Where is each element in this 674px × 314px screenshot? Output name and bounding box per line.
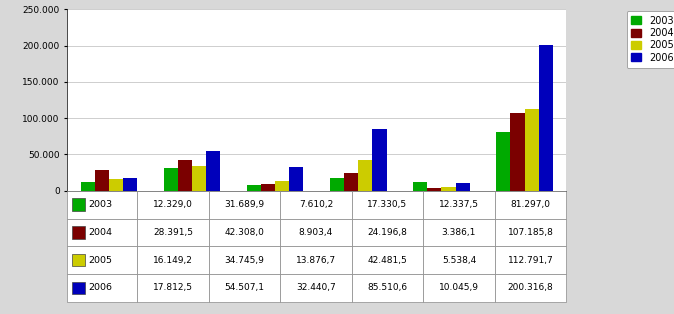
Bar — [359, 160, 373, 191]
Bar — [95, 170, 109, 191]
FancyBboxPatch shape — [495, 274, 566, 302]
Bar — [496, 132, 510, 191]
Text: 42.481,5: 42.481,5 — [367, 256, 407, 265]
Bar — [206, 151, 220, 191]
FancyBboxPatch shape — [67, 219, 137, 246]
Text: 12.337,5: 12.337,5 — [439, 200, 479, 209]
Bar — [441, 187, 456, 191]
Bar — [427, 188, 441, 191]
Bar — [178, 160, 192, 191]
Bar — [261, 184, 275, 191]
FancyBboxPatch shape — [423, 274, 495, 302]
FancyBboxPatch shape — [137, 246, 209, 274]
Text: 12.329,0: 12.329,0 — [153, 200, 193, 209]
Text: 2005: 2005 — [88, 256, 113, 265]
Bar — [330, 178, 344, 191]
FancyBboxPatch shape — [137, 191, 209, 219]
FancyBboxPatch shape — [72, 226, 85, 239]
FancyBboxPatch shape — [72, 254, 85, 267]
FancyBboxPatch shape — [67, 246, 137, 274]
Text: 5.538,4: 5.538,4 — [441, 256, 476, 265]
Bar — [81, 182, 95, 191]
FancyBboxPatch shape — [495, 191, 566, 219]
Text: 3.386,1: 3.386,1 — [441, 228, 476, 237]
FancyBboxPatch shape — [352, 246, 423, 274]
FancyBboxPatch shape — [72, 198, 85, 211]
FancyBboxPatch shape — [209, 191, 280, 219]
Bar — [510, 113, 524, 191]
FancyBboxPatch shape — [67, 191, 137, 219]
Text: 10.045,9: 10.045,9 — [439, 284, 479, 292]
Bar — [413, 182, 427, 191]
Text: 17.812,5: 17.812,5 — [153, 284, 193, 292]
Text: 28.391,5: 28.391,5 — [153, 228, 193, 237]
Text: 32.440,7: 32.440,7 — [296, 284, 336, 292]
Text: 17.330,5: 17.330,5 — [367, 200, 408, 209]
FancyBboxPatch shape — [280, 246, 352, 274]
FancyBboxPatch shape — [137, 274, 209, 302]
FancyBboxPatch shape — [209, 274, 280, 302]
Text: 200.316,8: 200.316,8 — [508, 284, 553, 292]
Text: 42.308,0: 42.308,0 — [224, 228, 264, 237]
Text: 7.610,2: 7.610,2 — [299, 200, 333, 209]
FancyBboxPatch shape — [209, 246, 280, 274]
Text: 24.196,8: 24.196,8 — [367, 228, 407, 237]
FancyBboxPatch shape — [495, 246, 566, 274]
FancyBboxPatch shape — [67, 274, 137, 302]
Text: 2004: 2004 — [88, 228, 113, 237]
FancyBboxPatch shape — [280, 219, 352, 246]
Bar — [373, 129, 387, 191]
FancyBboxPatch shape — [423, 191, 495, 219]
Bar — [344, 173, 359, 191]
FancyBboxPatch shape — [280, 191, 352, 219]
Text: 2003: 2003 — [88, 200, 113, 209]
FancyBboxPatch shape — [495, 219, 566, 246]
Bar — [164, 168, 178, 191]
Text: 2006: 2006 — [88, 284, 113, 292]
FancyBboxPatch shape — [209, 219, 280, 246]
Bar — [456, 183, 470, 191]
FancyBboxPatch shape — [352, 274, 423, 302]
Bar — [289, 167, 303, 191]
Bar — [539, 46, 553, 191]
FancyBboxPatch shape — [137, 219, 209, 246]
Text: 13.876,7: 13.876,7 — [296, 256, 336, 265]
Bar — [247, 185, 261, 191]
FancyBboxPatch shape — [352, 219, 423, 246]
FancyBboxPatch shape — [280, 274, 352, 302]
FancyBboxPatch shape — [352, 191, 423, 219]
Text: 16.149,2: 16.149,2 — [153, 256, 193, 265]
Bar — [109, 179, 123, 191]
Text: 54.507,1: 54.507,1 — [224, 284, 264, 292]
Text: 107.185,8: 107.185,8 — [508, 228, 553, 237]
Text: 81.297,0: 81.297,0 — [510, 200, 551, 209]
FancyBboxPatch shape — [423, 219, 495, 246]
Bar — [524, 109, 539, 191]
Legend: 2003, 2004, 2005, 2006: 2003, 2004, 2005, 2006 — [627, 11, 674, 68]
Text: 8.903,4: 8.903,4 — [299, 228, 333, 237]
Bar — [275, 181, 289, 191]
Text: 34.745,9: 34.745,9 — [224, 256, 264, 265]
Text: 85.510,6: 85.510,6 — [367, 284, 408, 292]
FancyBboxPatch shape — [423, 246, 495, 274]
Text: 112.791,7: 112.791,7 — [508, 256, 553, 265]
Bar — [192, 165, 206, 191]
FancyBboxPatch shape — [72, 282, 85, 294]
Bar — [123, 178, 137, 191]
Text: 31.689,9: 31.689,9 — [224, 200, 264, 209]
